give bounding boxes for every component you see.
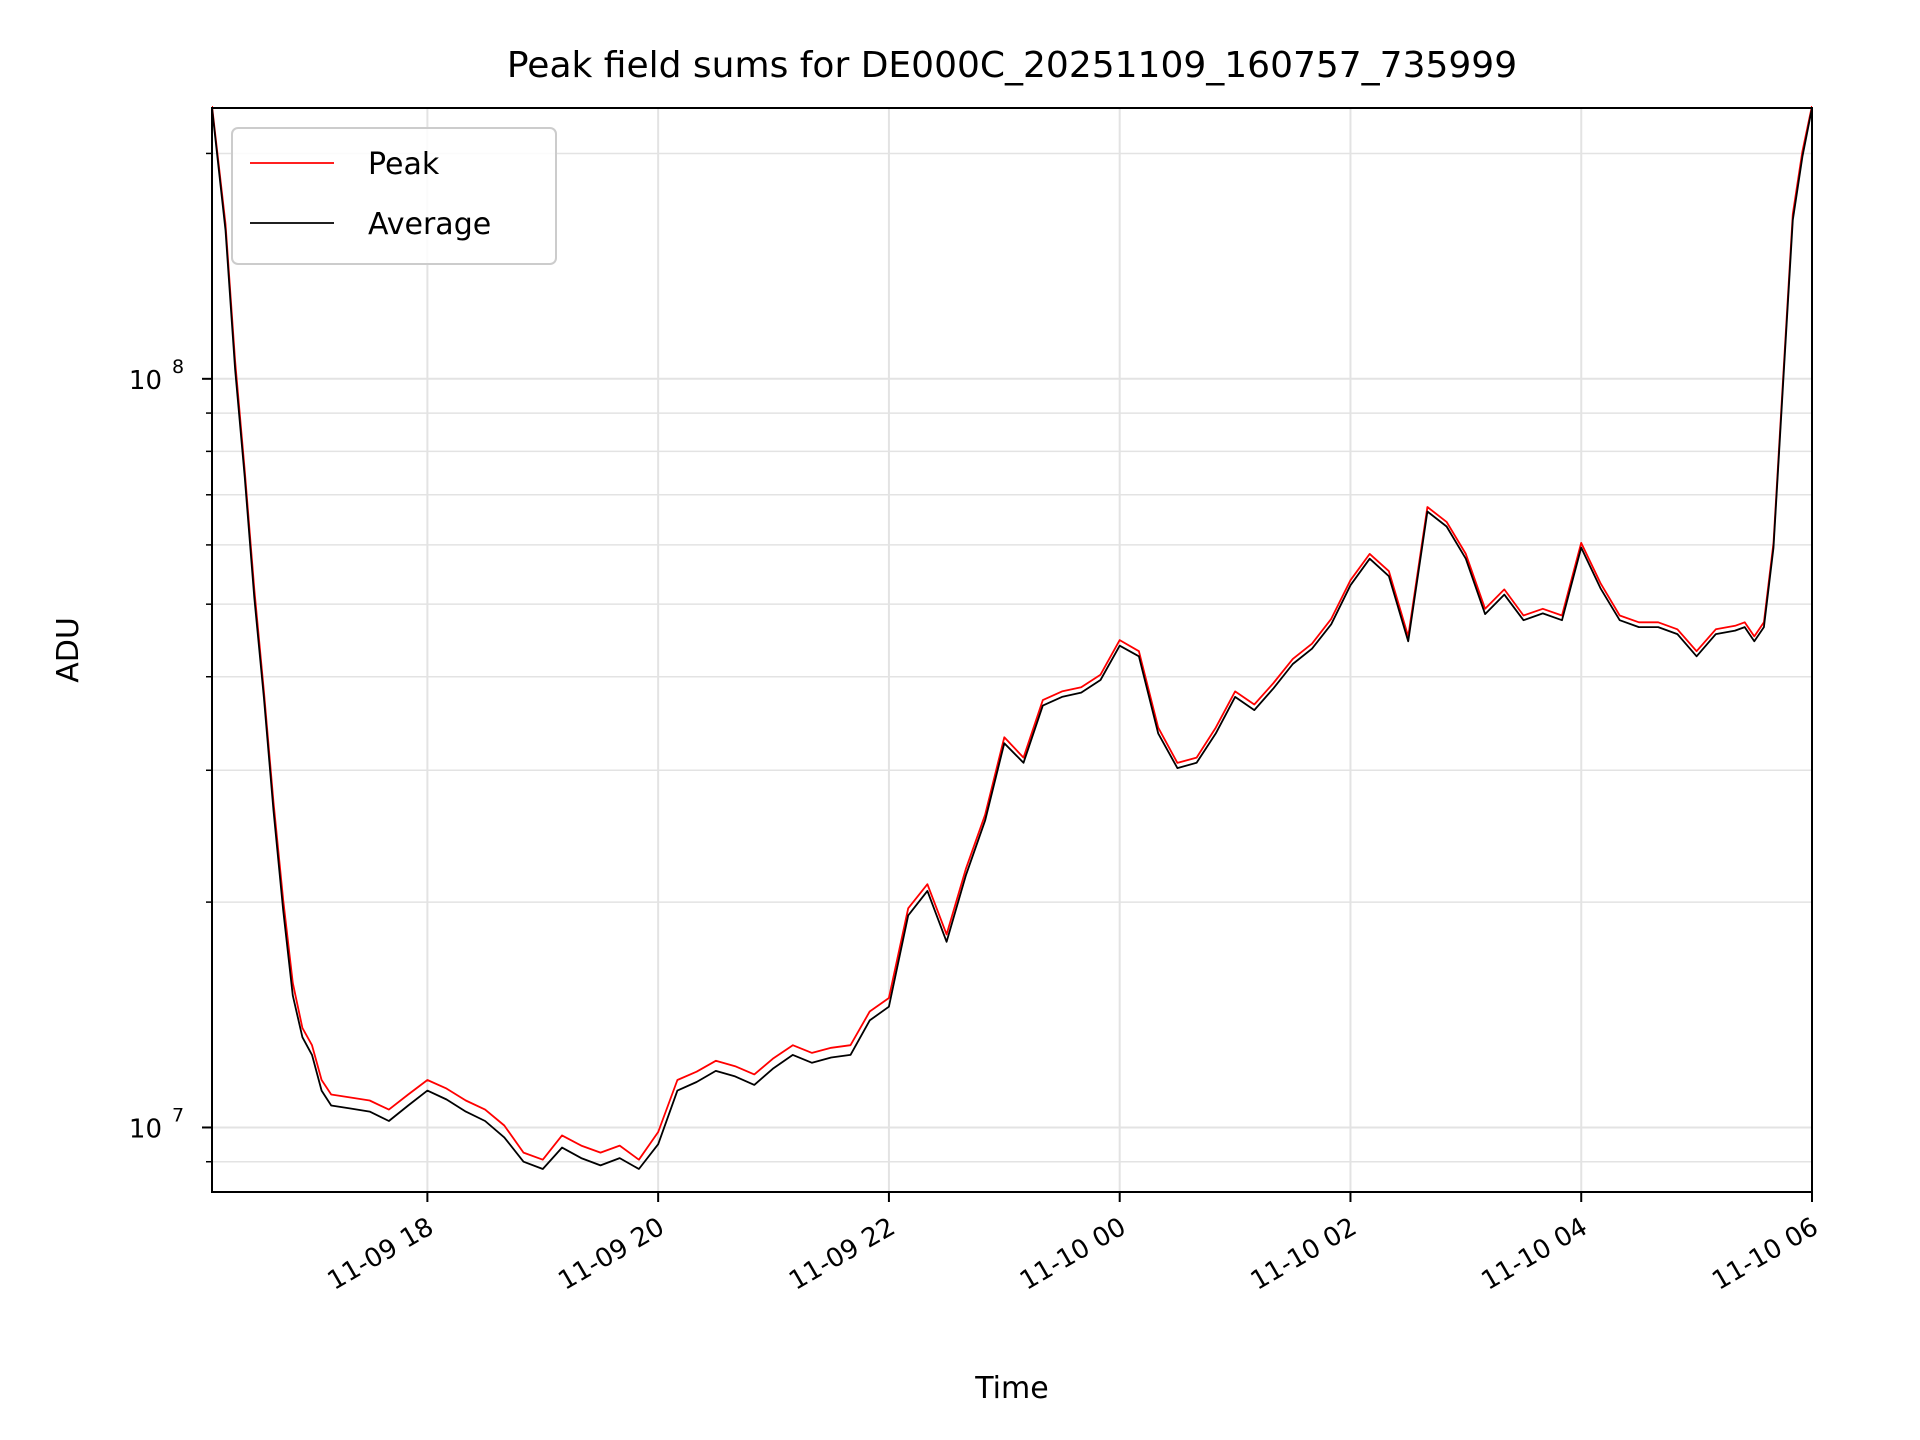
y-axis-label: ADU bbox=[51, 617, 86, 683]
chart-title: Peak field sums for DE000C_20251109_1607… bbox=[507, 45, 1517, 86]
series-line-average bbox=[212, 108, 1812, 1170]
y-tick-exponent: 7 bbox=[172, 1104, 184, 1126]
plot-frame bbox=[211, 107, 1813, 1193]
y-tick-label: 10 bbox=[129, 1114, 162, 1144]
legend-label-peak: Peak bbox=[368, 147, 440, 182]
y-tick-label: 10 bbox=[129, 366, 162, 396]
y-tick-exponent: 8 bbox=[172, 356, 184, 378]
series-lines bbox=[212, 106, 1812, 1170]
x-axis-label: Time bbox=[974, 1371, 1048, 1406]
series-line-peak bbox=[212, 106, 1812, 1161]
y-axis: 10 7 10 8 bbox=[129, 152, 212, 1163]
legend: Peak Average bbox=[231, 127, 557, 265]
legend-box bbox=[231, 127, 557, 265]
legend-label-average: Average bbox=[368, 207, 491, 242]
